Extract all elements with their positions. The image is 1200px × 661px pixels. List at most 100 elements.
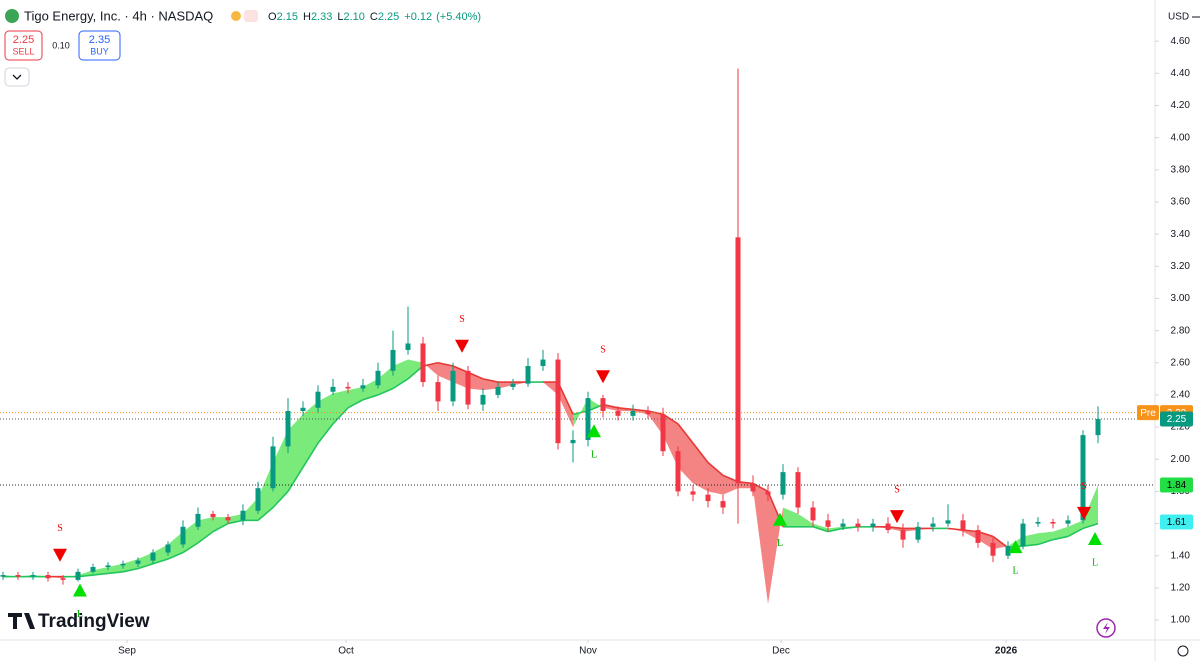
candle-body: [690, 491, 696, 495]
band-fill: [153, 544, 168, 564]
band-fill: [648, 411, 663, 436]
candle-body: [825, 520, 831, 527]
band-line: [197, 530, 214, 544]
price-label: 2.25: [1167, 414, 1187, 425]
candle-body: [675, 451, 681, 492]
candle-body: [435, 382, 441, 402]
ohlc-value: 2.25: [378, 11, 399, 23]
band-line: [632, 408, 649, 412]
band-line: [377, 387, 394, 396]
candle-body: [165, 544, 171, 553]
band-line: [1082, 522, 1099, 530]
overlay: Tigo Energy, Inc. · 4h · NASDAQ O2.15 H2.…: [4, 8, 1200, 657]
session-icon: [231, 11, 241, 21]
change-pct: (+5.40%): [436, 11, 481, 23]
chevron-icon: [12, 74, 22, 80]
band-line: [182, 542, 199, 554]
chart-title[interactable]: Tigo Energy, Inc. · 4h · NASDAQ: [24, 8, 213, 23]
y-tick-label: 4.20: [1171, 100, 1191, 111]
band-line: [122, 567, 139, 573]
band-fill: [588, 398, 603, 412]
band-line: [107, 571, 124, 575]
sell-signal: [1077, 506, 1092, 520]
band-fill: [753, 483, 768, 604]
sell-signal: [890, 510, 904, 524]
candle-body: [210, 513, 216, 518]
band-line: [482, 378, 499, 383]
band-line: [212, 522, 229, 533]
change: +0.12: [404, 11, 432, 23]
settings-icon[interactable]: [1177, 645, 1189, 657]
candle-body: [240, 510, 246, 521]
band-fill: [663, 414, 678, 468]
band-fill: [243, 497, 258, 521]
candle-body: [720, 501, 726, 508]
y-tick-label: 4.60: [1171, 36, 1191, 47]
band-fill: [258, 462, 273, 521]
y-tick-label: 4.00: [1171, 132, 1191, 143]
x-tick-label: Sep: [118, 646, 136, 657]
candle-body: [105, 565, 111, 567]
band-fill: [708, 462, 723, 495]
buy-button[interactable]: [78, 30, 121, 61]
buy-signal: [773, 512, 787, 526]
candle-body: [300, 407, 306, 412]
band-fill: [318, 393, 333, 444]
y-tick-label: 2.60: [1171, 357, 1191, 368]
buy-signal: [1088, 532, 1102, 546]
sell-signal: [596, 370, 610, 384]
candle-body: [810, 507, 816, 521]
sell-signal-label: S: [1081, 481, 1087, 492]
candle-body: [645, 411, 651, 415]
band-line: [317, 423, 334, 444]
x-tick-label: 2026: [995, 646, 1018, 657]
band-line: [617, 407, 634, 411]
candle-body: [1050, 521, 1056, 524]
band-fill: [198, 517, 213, 543]
band-line: [92, 572, 109, 576]
candle-body: [915, 526, 921, 540]
candle-body: [75, 571, 81, 580]
collapse-button[interactable]: [4, 67, 30, 87]
plot-area: S S S S S L L L L L: [0, 68, 1155, 620]
candle-body: [735, 237, 741, 484]
band-line: [227, 519, 244, 525]
band-fill: [1083, 484, 1098, 529]
candle-body: [510, 383, 516, 387]
candle-body: [375, 370, 381, 386]
candle-body: [345, 386, 351, 389]
band-fill: [558, 382, 573, 428]
band-fill: [273, 430, 288, 508]
ohlc-legend: O2.15 H2.33 L2.10 C2.25 +0.12 (+5.40%): [268, 11, 481, 23]
buy-signal-label: L: [77, 609, 83, 620]
ohlc-key: O: [268, 11, 277, 23]
symbol-logo: [5, 9, 19, 23]
y-tick-label: 1.00: [1171, 615, 1191, 626]
candle-body: [465, 370, 471, 405]
band-line: [152, 558, 169, 565]
currency[interactable]: USD: [1168, 12, 1189, 23]
band-fill: [213, 517, 228, 532]
candle-body: [150, 552, 156, 561]
candle-body: [495, 386, 501, 395]
band-line: [347, 399, 364, 409]
sell-button[interactable]: [4, 30, 43, 61]
candle-body: [615, 411, 621, 416]
candle-body: [405, 343, 411, 350]
candle-body: [660, 414, 666, 452]
candle-body: [960, 520, 966, 531]
sell-label: SELL: [12, 46, 34, 56]
candle-body: [45, 575, 51, 579]
y-tick-label: 3.20: [1171, 261, 1191, 272]
band-line: [287, 466, 304, 492]
x-tick-label: Dec: [772, 646, 790, 657]
y-tick-label: 2.80: [1171, 325, 1191, 336]
band-fill: [408, 359, 423, 379]
candle-body: [135, 560, 141, 564]
candle-body: [1095, 419, 1101, 436]
ohlc-value: 2.15: [277, 11, 298, 23]
candle-body: [195, 513, 201, 527]
band-line: [362, 394, 379, 401]
candle-body: [390, 349, 396, 371]
